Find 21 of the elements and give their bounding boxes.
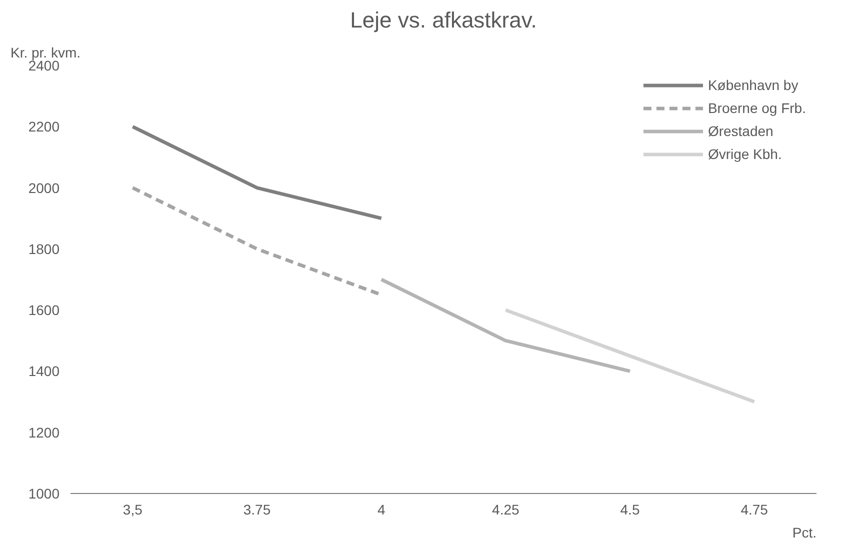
x-tick-label: 3,5 [122, 502, 143, 518]
y-axis-title: Kr. pr. kvm. [10, 44, 81, 60]
legend-label: Øvrige Kbh. [708, 146, 782, 162]
x-tick-label: 4.75 [740, 502, 768, 518]
x-tick-label: 4.5 [620, 502, 640, 518]
legend-label: Broerne og Frb. [708, 100, 806, 116]
y-tick-label: 1200 [28, 424, 60, 440]
y-tick-label: 2200 [28, 118, 60, 135]
y-tick-label: 1800 [28, 240, 60, 257]
legend-label: Ørestaden [708, 123, 774, 139]
y-tick-label: 2000 [28, 180, 60, 196]
legend-label: København by [708, 77, 798, 93]
y-tick-label: 1600 [28, 302, 60, 318]
x-axis-title: Pct. [792, 524, 817, 540]
x-tick-label: 4.25 [492, 502, 520, 518]
y-tick-label: 1000 [28, 486, 60, 502]
chart-title: Leje vs. afkastkrav. [350, 8, 537, 32]
y-tick-label: 2400 [28, 58, 60, 74]
x-tick-label: 3.75 [243, 502, 271, 518]
x-tick-label: 4 [377, 502, 386, 518]
y-tick-label: 1400 [28, 363, 60, 380]
